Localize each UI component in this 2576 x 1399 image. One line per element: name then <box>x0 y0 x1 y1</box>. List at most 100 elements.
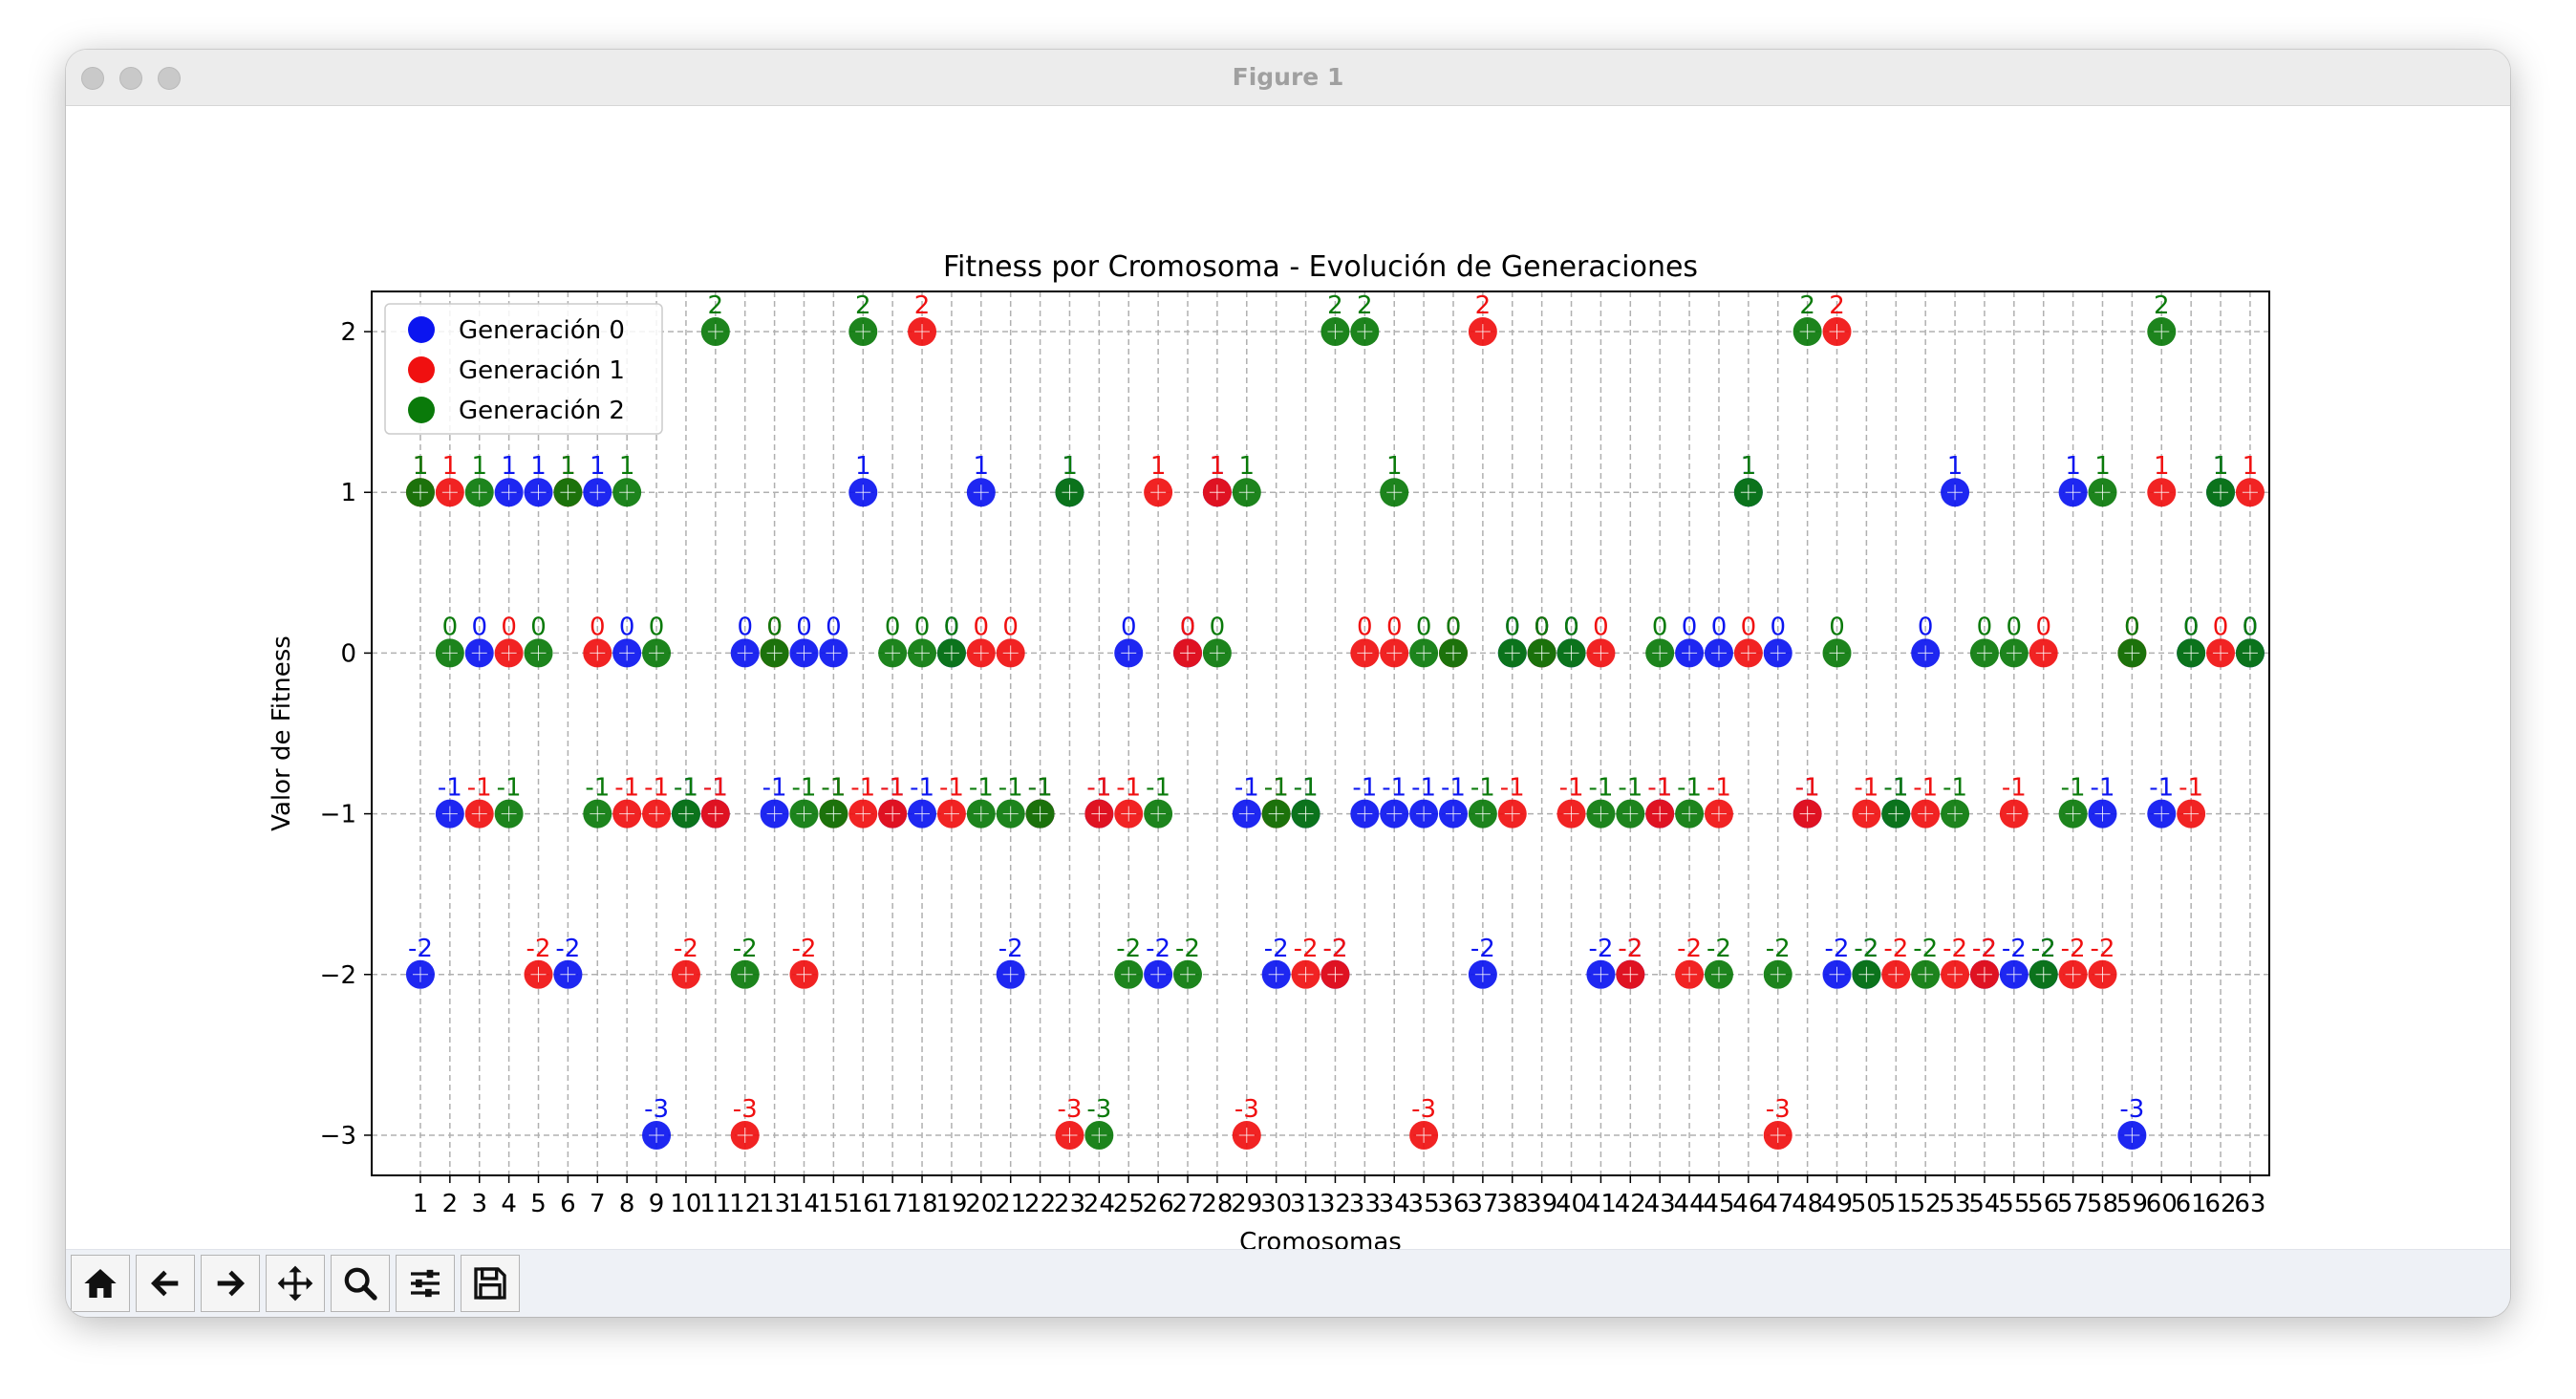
data-label-gen1: -1 <box>1913 774 1938 803</box>
data-label-gen0: -3 <box>644 1095 669 1124</box>
data-label-gen2: 2 <box>1357 291 1373 320</box>
data-label-gen2: 0 <box>1504 613 1520 641</box>
x-axis-ticks: 1 2 3 4 5 6 7 8 9 1011121314151617181920212223242… <box>413 1175 2265 1218</box>
data-label-gen0: 1 <box>590 452 606 481</box>
data-label-gen1: -2 <box>792 935 817 963</box>
data-label-gen0: 1 <box>2065 452 2081 481</box>
x-tick-label: 50 <box>1851 1190 1882 1218</box>
x-tick-label: 61 <box>2176 1190 2207 1218</box>
data-label-gen1: 1 <box>2154 452 2170 481</box>
x-tick-label: 9 <box>649 1190 665 1218</box>
data-label-gen1: -1 <box>1116 774 1141 803</box>
data-label-gen0: -1 <box>2149 774 2174 803</box>
x-tick-label: 23 <box>1054 1190 1085 1218</box>
data-label-gen0: -1 <box>1883 774 1908 803</box>
y-axis-label: Valor de Fitness <box>268 635 296 831</box>
data-label-gen1: 0 <box>2124 613 2140 641</box>
data-label-gen0: -1 <box>1028 774 1053 803</box>
data-label-gen1: -1 <box>850 774 875 803</box>
data-label-gen1: -3 <box>1766 1095 1791 1124</box>
data-label-gen1: -2 <box>526 935 551 963</box>
data-label-gen0: 0 <box>944 613 960 641</box>
data-label-gen0: 1 <box>1947 452 1964 481</box>
move-icon <box>277 1265 313 1302</box>
save-button[interactable] <box>461 1255 520 1312</box>
data-label-gen2: 0 <box>1977 613 1993 641</box>
data-label-gen2: -1 <box>2061 774 2086 803</box>
data-label-gen1: -1 <box>1795 774 1820 803</box>
data-label-gen1: -1 <box>644 774 669 803</box>
data-label-gen1: 2 <box>914 291 931 320</box>
x-axis-label: Cromosomas <box>1239 1228 1402 1249</box>
data-label-gen2: 2 <box>708 291 724 320</box>
zoom-window-button[interactable] <box>158 67 181 90</box>
data-label-gen0: -2 <box>1972 935 1997 963</box>
data-label-gen2: 0 <box>1534 613 1550 641</box>
data-label-gen1: 0 <box>1741 613 1757 641</box>
data-label-gen0: -2 <box>408 935 433 963</box>
x-tick-label: 48 <box>1792 1190 1823 1218</box>
data-label-gen2: -2 <box>1913 935 1938 963</box>
data-label-gen0: -1 <box>1086 774 1111 803</box>
data-label-gen0: -1 <box>1647 774 1672 803</box>
data-label-gen2: -2 <box>1116 935 1141 963</box>
data-label-gen2: -1 <box>792 774 817 803</box>
data-label-gen2: 0 <box>2007 613 2023 641</box>
legend: Generación 0 Generación 1 Generación 2 <box>384 303 663 435</box>
data-label-gen1: -2 <box>1294 935 1319 963</box>
data-label-gen1: -1 <box>1559 774 1584 803</box>
data-label-gen2: -1 <box>1943 774 1967 803</box>
y-axis-ticks: 2 1 0 −1 −2 −3 <box>320 318 372 1151</box>
legend-entry-gen2: Generación 2 <box>459 397 625 425</box>
data-label-gen2: 0 <box>1210 613 1226 641</box>
data-label-gen0: -1 <box>1441 774 1466 803</box>
data-label-gen1: -1 <box>1854 774 1878 803</box>
x-tick-label: 8 <box>619 1190 635 1218</box>
forward-button[interactable] <box>201 1255 260 1312</box>
data-label-gen2: 1 <box>560 452 576 481</box>
legend-box <box>384 303 663 435</box>
data-label-gen0: -1 <box>762 774 787 803</box>
data-label-gen0: 0 <box>1682 613 1698 641</box>
x-tick-label: 58 <box>2087 1190 2118 1218</box>
x-tick-label: 19 <box>935 1190 967 1218</box>
data-label-gen2: -2 <box>1854 935 1878 963</box>
pan-button[interactable] <box>266 1255 325 1312</box>
close-window-button[interactable] <box>81 67 104 90</box>
data-label-gen2: -1 <box>585 774 610 803</box>
zoom-button[interactable] <box>331 1255 390 1312</box>
data-label-gen2: -1 <box>1588 774 1613 803</box>
window-title: Figure 1 <box>1232 63 1344 91</box>
data-label-gen1: 0 <box>1593 613 1609 641</box>
data-points <box>405 317 2265 1150</box>
data-label-gen2: -1 <box>1677 774 1702 803</box>
data-label-gen0: 0 <box>796 613 812 641</box>
x-tick-label: 1 <box>413 1190 429 1218</box>
back-button[interactable] <box>136 1255 195 1312</box>
home-button[interactable] <box>71 1255 130 1312</box>
x-tick-label: 31 <box>1290 1190 1321 1218</box>
data-label-gen0: -2 <box>1618 935 1642 963</box>
legend-marker-gen1 <box>408 356 435 383</box>
data-label-gen2: -1 <box>1294 774 1319 803</box>
data-label-gen1: -3 <box>733 1095 758 1124</box>
data-label-gen2: -1 <box>1264 774 1289 803</box>
data-label-gen0: -1 <box>674 774 698 803</box>
minimize-window-button[interactable] <box>119 67 142 90</box>
x-tick-label: 10 <box>670 1190 701 1218</box>
configure-subplots-button[interactable] <box>396 1255 455 1312</box>
data-label-gen0: -1 <box>1411 774 1436 803</box>
data-label-gen2: -1 <box>1028 774 1053 803</box>
data-label-gen1: -2 <box>1883 935 1908 963</box>
data-label-gen0: 1 <box>974 452 990 481</box>
data-label-gen0: 0 <box>826 613 842 641</box>
data-label-gen0: 1 <box>855 452 871 481</box>
data-label-gen0: 0 <box>737 613 753 641</box>
data-label-gen2: 0 <box>944 613 960 641</box>
data-label-gen0: -2 <box>1588 935 1613 963</box>
data-label-gen0: 1 <box>1062 452 1078 481</box>
data-label-gen1: 0 <box>1446 613 1462 641</box>
x-tick-label: 17 <box>877 1190 909 1218</box>
data-label-gen2: 0 <box>1652 613 1668 641</box>
data-label-gen2: 0 <box>2124 613 2140 641</box>
